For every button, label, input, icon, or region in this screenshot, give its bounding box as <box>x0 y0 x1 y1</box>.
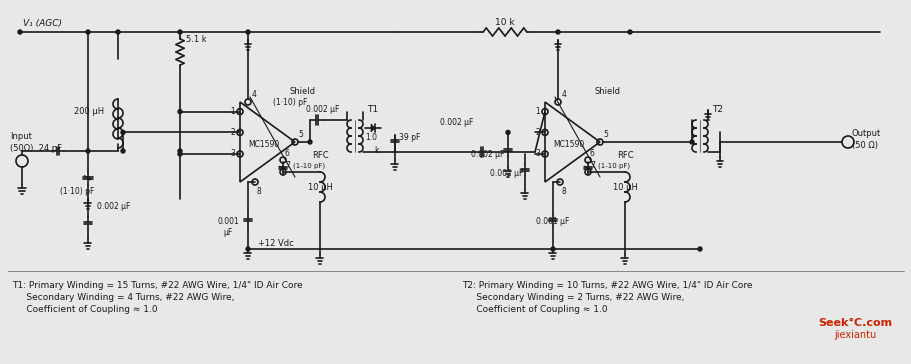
Text: 0.002 μF: 0.002 μF <box>490 169 523 178</box>
Text: 5: 5 <box>602 130 608 139</box>
Text: 5.1 k: 5.1 k <box>186 35 207 44</box>
Circle shape <box>178 110 182 114</box>
Text: T1: T1 <box>366 105 378 114</box>
Text: (50 Ω): (50 Ω) <box>851 141 877 150</box>
Text: 4: 4 <box>251 90 257 99</box>
Text: 10 k: 10 k <box>495 18 514 27</box>
Polygon shape <box>371 124 374 132</box>
Text: Seek°C.com: Seek°C.com <box>817 318 891 328</box>
Text: 0.001 μF: 0.001 μF <box>536 217 569 226</box>
Text: MC1590: MC1590 <box>248 140 279 149</box>
Circle shape <box>178 149 182 153</box>
Text: (1·10) pF: (1·10) pF <box>60 187 94 196</box>
Text: 4: 4 <box>561 90 567 99</box>
Text: 39 pF: 39 pF <box>398 133 420 142</box>
Circle shape <box>121 130 125 134</box>
Circle shape <box>178 152 182 156</box>
Text: 10 μH: 10 μH <box>612 183 637 192</box>
Circle shape <box>246 247 250 251</box>
Text: 7: 7 <box>589 161 594 170</box>
Text: 1: 1 <box>535 107 539 116</box>
Circle shape <box>18 30 22 34</box>
Text: T2: Primary Winding = 10 Turns, #22 AWG Wire, 1/4" ID Air Core: T2: Primary Winding = 10 Turns, #22 AWG … <box>462 281 752 290</box>
Text: k: k <box>374 146 379 155</box>
Text: MC1590: MC1590 <box>552 140 584 149</box>
Text: +12 Vdc: +12 Vdc <box>258 239 293 248</box>
Text: Coefficient of Coupling ≈ 1.0: Coefficient of Coupling ≈ 1.0 <box>12 305 158 314</box>
Text: RFC: RFC <box>312 151 328 160</box>
Circle shape <box>550 247 555 251</box>
Circle shape <box>86 30 90 34</box>
Text: 8: 8 <box>561 187 566 196</box>
Text: 2: 2 <box>230 128 235 137</box>
Text: 3: 3 <box>230 150 235 158</box>
Circle shape <box>121 149 125 153</box>
Text: Secondary Winding = 2 Turns, #22 AWG Wire,: Secondary Winding = 2 Turns, #22 AWG Wir… <box>462 293 683 302</box>
Text: jiexiantu: jiexiantu <box>833 330 875 340</box>
Text: 8: 8 <box>257 187 261 196</box>
Text: V₁ (AGC): V₁ (AGC) <box>23 19 62 28</box>
Text: Coefficient of Coupling ≈ 1.0: Coefficient of Coupling ≈ 1.0 <box>462 305 607 314</box>
Text: RFC: RFC <box>616 151 632 160</box>
Text: 6: 6 <box>589 149 594 158</box>
Text: (50Ω)  24 pF: (50Ω) 24 pF <box>10 144 62 153</box>
Text: μF: μF <box>223 228 232 237</box>
Text: (1·10) pF: (1·10) pF <box>272 98 307 107</box>
Circle shape <box>628 30 631 34</box>
Circle shape <box>246 30 250 34</box>
Text: Secondary Winding = 4 Turns, #22 AWG Wire,: Secondary Winding = 4 Turns, #22 AWG Wir… <box>12 293 234 302</box>
Text: Output: Output <box>851 129 880 138</box>
Text: 0.002 μF: 0.002 μF <box>97 202 130 211</box>
Circle shape <box>690 140 693 144</box>
Text: 7: 7 <box>284 161 290 170</box>
Text: (1-10 pF): (1-10 pF) <box>292 163 324 170</box>
Text: 6: 6 <box>284 149 290 158</box>
Circle shape <box>308 140 312 144</box>
Text: 0.001: 0.001 <box>217 217 239 226</box>
Text: 1.0: 1.0 <box>364 133 376 142</box>
Text: Shield: Shield <box>594 87 620 96</box>
Circle shape <box>506 130 509 134</box>
Text: 0.002 μF: 0.002 μF <box>471 150 504 159</box>
Text: 1: 1 <box>230 107 235 116</box>
Text: (1-10 pF): (1-10 pF) <box>598 163 630 170</box>
Circle shape <box>556 30 559 34</box>
Text: 200 μH: 200 μH <box>74 107 104 116</box>
Text: Input: Input <box>10 132 32 141</box>
Text: 0.002 μF: 0.002 μF <box>306 105 339 114</box>
Text: Shield: Shield <box>290 87 315 96</box>
Text: T2: T2 <box>711 105 722 114</box>
Text: T1: Primary Winding = 15 Turns, #22 AWG Wire, 1/4" ID Air Core: T1: Primary Winding = 15 Turns, #22 AWG … <box>12 281 302 290</box>
Text: 5: 5 <box>298 130 302 139</box>
Circle shape <box>697 247 701 251</box>
Text: 2: 2 <box>535 128 539 137</box>
Text: 0.002 μF: 0.002 μF <box>440 118 473 127</box>
Circle shape <box>86 149 90 153</box>
Circle shape <box>116 30 120 34</box>
Text: 10 μH: 10 μH <box>307 183 333 192</box>
Circle shape <box>178 30 182 34</box>
Text: 3: 3 <box>535 150 539 158</box>
